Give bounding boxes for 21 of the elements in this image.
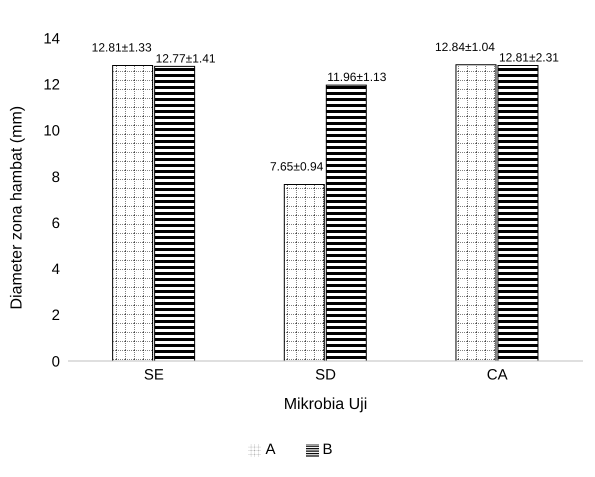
y-axis-title: Diameter zona hambat (mm) [8,106,26,310]
x-axis-title: Mikrobia Uji [284,396,368,413]
x-tick-label: SD [315,366,336,384]
legend-label: B [322,441,333,458]
data-label: 11.96±1.13 [327,70,387,84]
x-tick-label: SE [144,366,164,384]
y-tick-label: 12 [43,76,60,94]
data-label: 7.65±0.94 [270,160,324,174]
y-tick-label: 0 [52,353,60,370]
y-tick-label: 4 [52,261,60,278]
data-label: 12.81±2.31 [498,50,560,64]
y-tick-label: 2 [52,307,60,324]
x-tick-label: CA [486,366,508,384]
y-tick-label: 14 [43,30,60,48]
data-label: 12.77±1.41 [156,51,216,66]
legend-label: A [265,441,276,458]
y-tick-label: 10 [43,122,60,140]
y-tick-label: 6 [52,214,60,232]
y-tick-label: 8 [52,168,60,186]
data-label: 12.81±1.33 [92,40,152,54]
data-label: 12.84±1.04 [434,40,496,54]
